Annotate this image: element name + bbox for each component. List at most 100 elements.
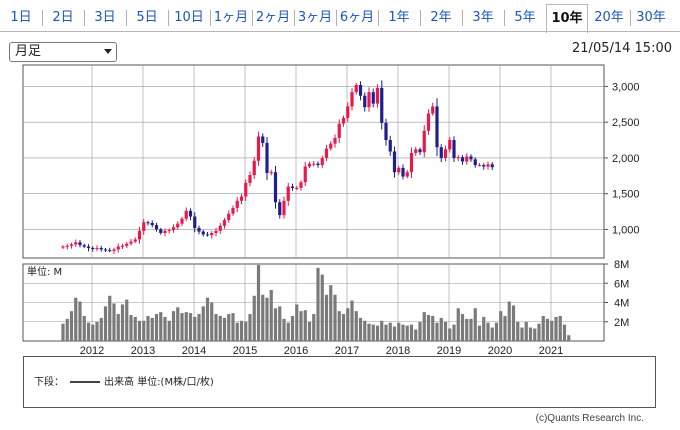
candle-body-2 <box>69 244 74 246</box>
volume-bar-105 <box>507 301 511 341</box>
candle-body-52 <box>282 200 286 216</box>
tab-separator <box>336 10 337 26</box>
tab-6[interactable]: 2ヶ月 <box>255 10 291 25</box>
price-ytick-label-2: 2,000 <box>612 153 640 165</box>
volume-bar-70 <box>358 317 363 341</box>
volume-bar-23 <box>159 312 163 341</box>
volume-bar-84 <box>418 321 422 341</box>
candle-body-20 <box>146 222 150 224</box>
candle-body-39 <box>227 213 231 221</box>
tab-separator <box>462 10 463 26</box>
candle-body-7 <box>91 247 95 249</box>
volume-bar-81 <box>405 325 409 341</box>
x-tick-label-2: 2014 <box>182 345 206 357</box>
candle-body-11 <box>108 250 112 252</box>
tab-7[interactable]: 3ヶ月 <box>297 10 333 25</box>
tab-13[interactable]: 10年 <box>546 4 588 33</box>
tab-12[interactable]: 5年 <box>514 10 536 25</box>
volume-bar-74 <box>375 325 380 341</box>
volume-bar-110 <box>528 327 533 341</box>
volume-bar-95 <box>465 318 469 341</box>
candle-body-91 <box>448 140 452 150</box>
candle-body-45 <box>252 160 256 176</box>
tab-10[interactable]: 2年 <box>430 10 452 25</box>
candle-body-55 <box>295 187 299 189</box>
candle-body-67 <box>346 106 350 118</box>
candle-body-101 <box>490 164 494 168</box>
candle-body-33 <box>201 231 205 235</box>
candle-body-77 <box>388 140 392 152</box>
x-tick-label-7: 2019 <box>437 345 461 357</box>
volume-bar-78 <box>392 326 397 341</box>
volume-bar-90 <box>443 321 448 341</box>
volume-bar-8 <box>95 321 99 341</box>
volume-bar-41 <box>235 322 239 341</box>
candle-body-71 <box>363 95 367 108</box>
volume-bar-62 <box>324 294 329 341</box>
candle-body-29 <box>184 210 188 219</box>
tab-11[interactable]: 3年 <box>472 10 494 25</box>
volume-bar-75 <box>380 320 384 341</box>
volume-bar-59 <box>312 314 316 341</box>
tab-0[interactable]: 1日 <box>10 10 32 25</box>
candle-body-53 <box>286 186 290 201</box>
candle-body-56 <box>299 182 303 188</box>
tab-separator <box>84 10 85 26</box>
x-tick-label-4: 2016 <box>284 345 308 357</box>
tab-2[interactable]: 3日 <box>94 10 116 25</box>
volume-bar-10 <box>103 306 108 341</box>
candle-body-93 <box>456 157 460 159</box>
candle-body-49 <box>269 172 273 174</box>
legend-box: 下段： 出来高 単位:(M株/口/枚) <box>23 356 656 408</box>
candle-body-59 <box>312 163 316 165</box>
volume-bar-65 <box>337 311 341 341</box>
candle-body-85 <box>422 130 426 153</box>
candle-body-18 <box>137 230 142 240</box>
volume-bar-69 <box>354 311 358 341</box>
tab-separator <box>504 10 505 26</box>
volume-bar-50 <box>273 308 278 341</box>
tab-5[interactable]: 1ヶ月 <box>213 10 249 25</box>
volume-bar-115 <box>550 320 554 341</box>
candle-body-15 <box>125 243 129 246</box>
candle-body-19 <box>142 222 146 231</box>
volume-bar-48 <box>265 297 269 341</box>
volume-ytick-label-0: 2M <box>614 317 629 329</box>
candle-body-92 <box>452 140 456 158</box>
volume-bar-72 <box>367 323 371 341</box>
candle-body-97 <box>473 159 477 166</box>
candle-body-44 <box>248 175 252 183</box>
tab-3[interactable]: 5日 <box>136 10 158 25</box>
tab-8[interactable]: 6ヶ月 <box>339 10 375 25</box>
chart-type-select[interactable]: 月足 <box>9 42 117 62</box>
candle-body-86 <box>426 113 431 131</box>
candle-body-75 <box>380 87 384 123</box>
candle-body-62 <box>324 148 329 158</box>
candle-body-50 <box>273 172 278 203</box>
candle-body-30 <box>188 210 193 217</box>
tab-separator <box>294 10 295 26</box>
candle-body-64 <box>333 137 337 144</box>
tab-9[interactable]: 1年 <box>388 10 410 25</box>
candle-body-54 <box>290 186 295 188</box>
x-tick-label-3: 2015 <box>233 345 257 357</box>
candle-body-90 <box>443 149 448 158</box>
volume-bar-39 <box>227 314 231 341</box>
volume-bar-85 <box>422 312 426 341</box>
volume-bar-13 <box>116 314 120 341</box>
tab-1[interactable]: 2日 <box>52 10 74 25</box>
candle-body-98 <box>477 165 482 167</box>
volume-bar-54 <box>290 315 295 341</box>
tab-divider <box>0 31 680 32</box>
volume-bar-93 <box>456 308 460 341</box>
volume-bar-100 <box>486 322 490 341</box>
candle-body-17 <box>133 239 137 242</box>
volume-bar-87 <box>431 315 435 341</box>
volume-bar-112 <box>537 323 541 341</box>
tab-15[interactable]: 30年 <box>636 10 666 25</box>
candle-body-73 <box>371 92 375 104</box>
tab-4[interactable]: 10日 <box>174 10 204 25</box>
tab-14[interactable]: 20年 <box>594 10 624 25</box>
volume-bar-60 <box>316 267 320 341</box>
volume-bar-18 <box>137 320 142 341</box>
